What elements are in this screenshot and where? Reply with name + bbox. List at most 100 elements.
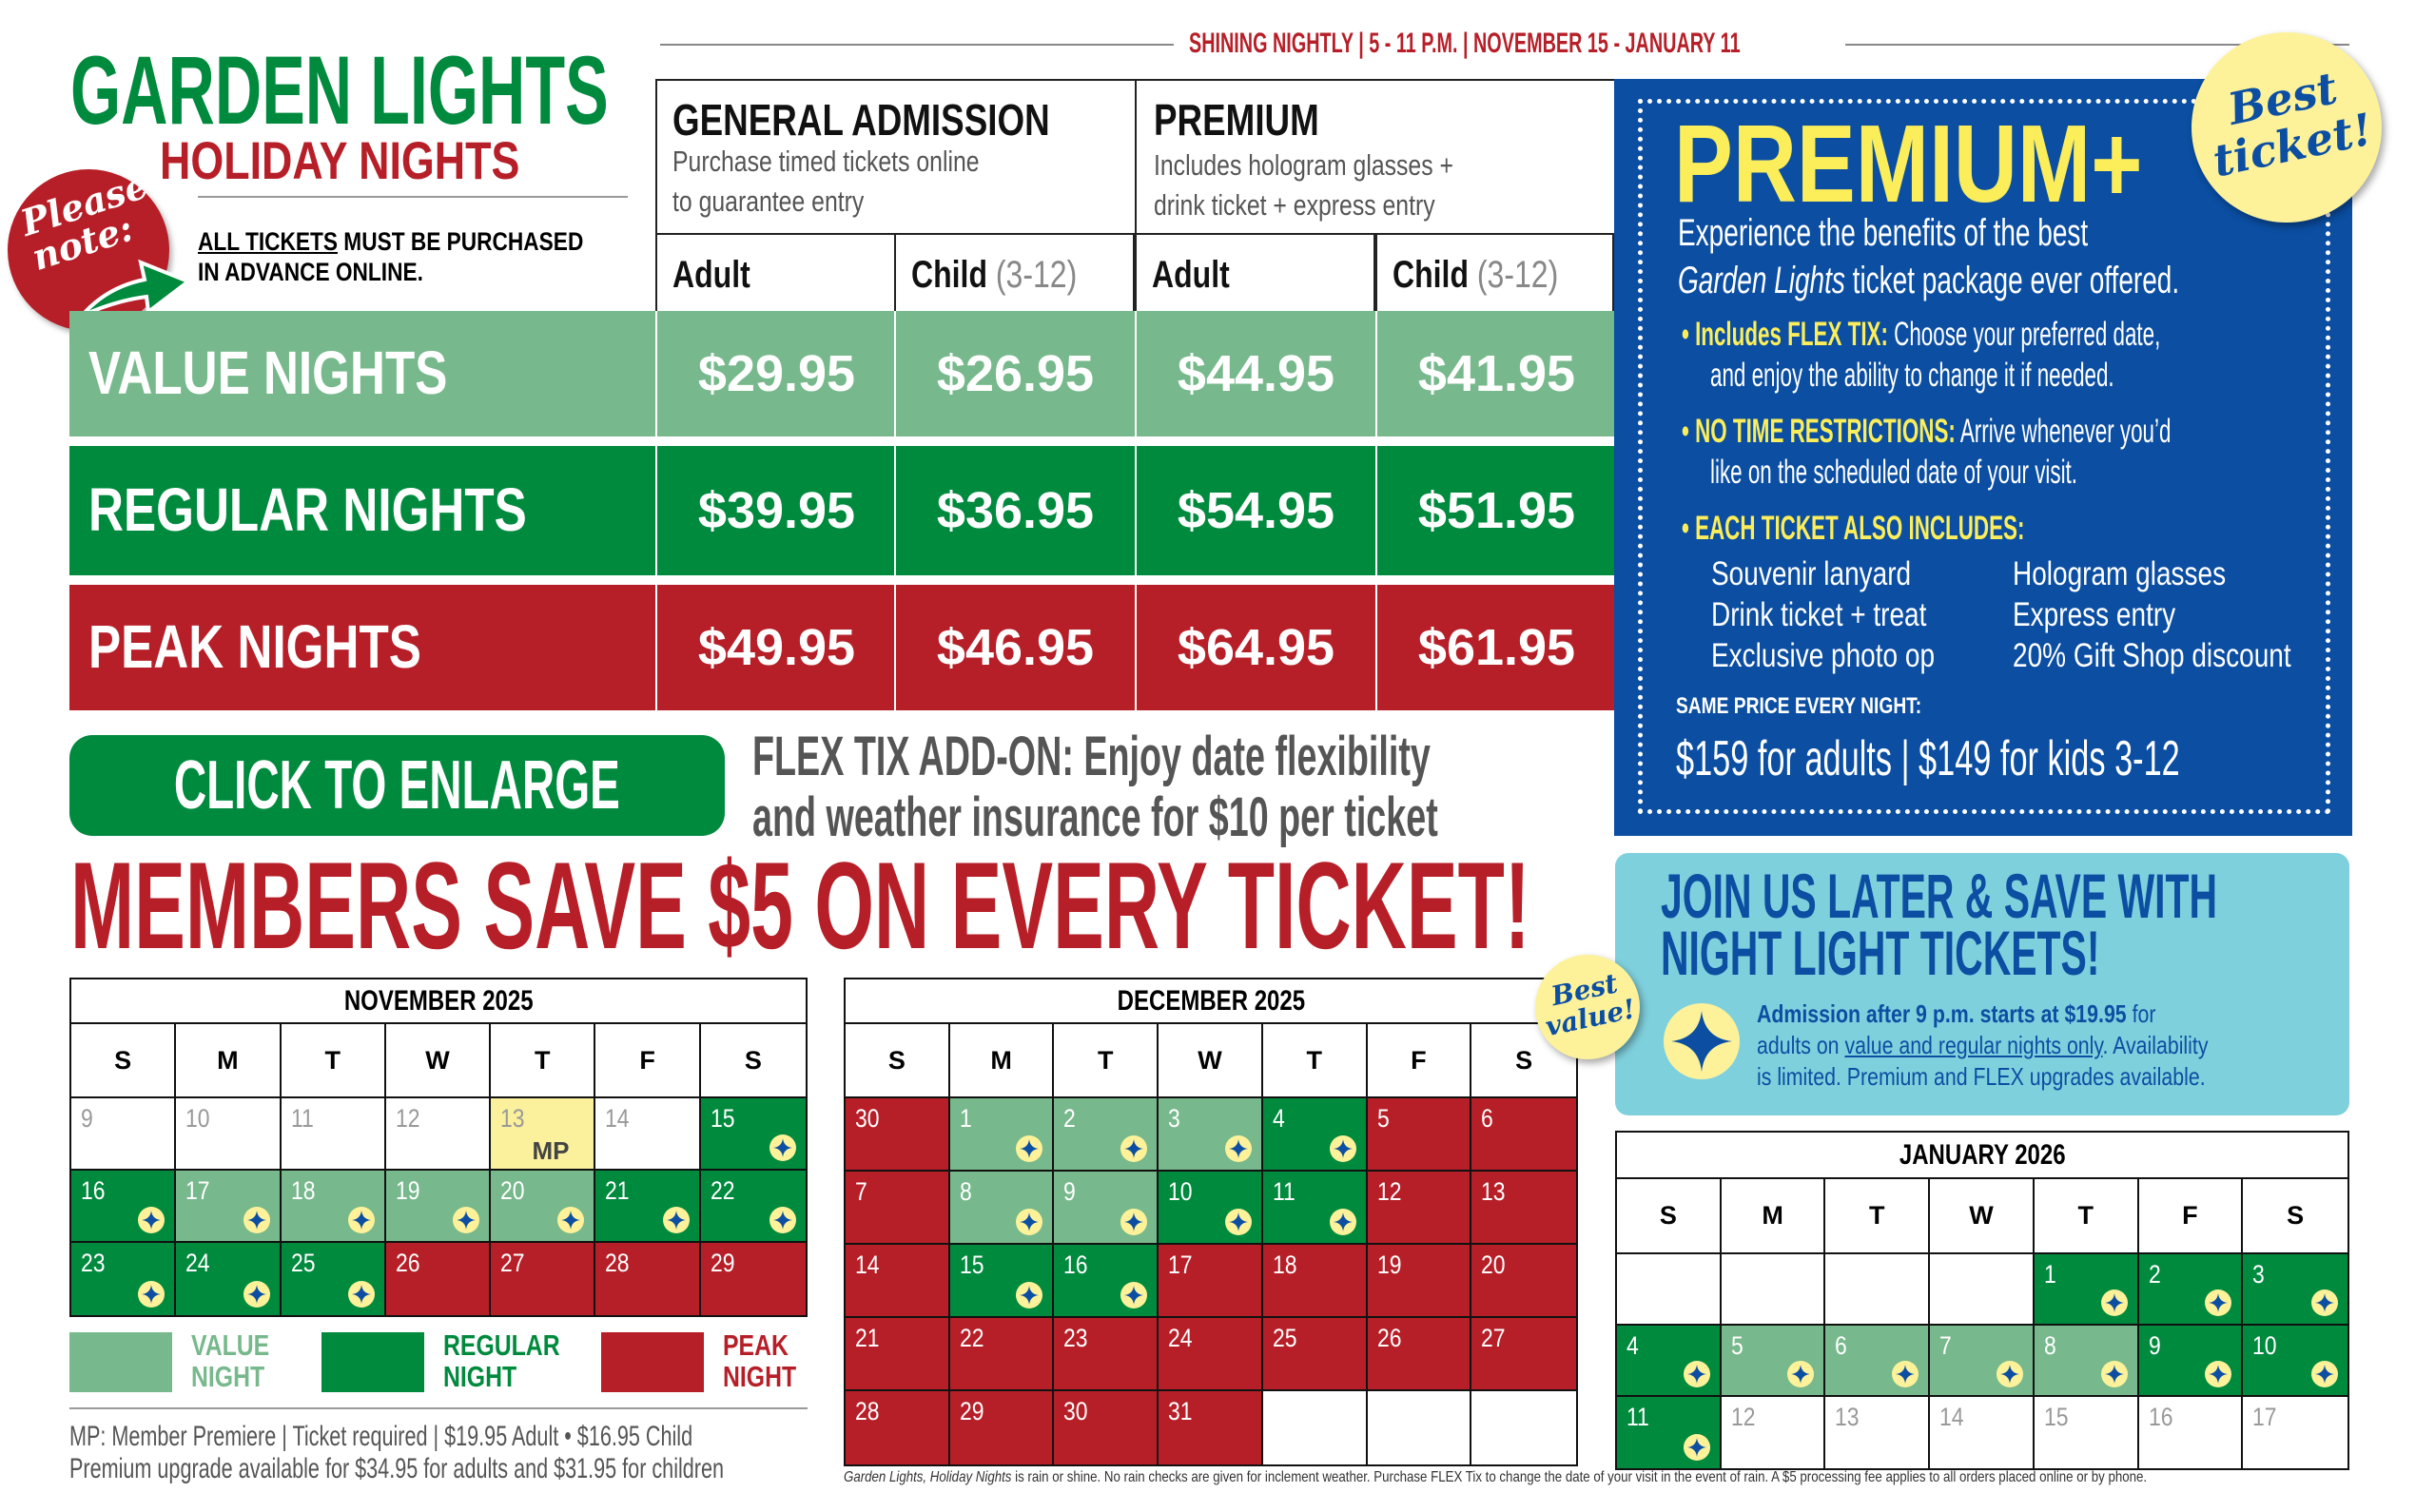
calendar-day[interactable]: 11 bbox=[1262, 1172, 1368, 1245]
calendar-day[interactable]: 12 bbox=[1367, 1172, 1472, 1245]
calendar-day[interactable]: 18 bbox=[1262, 1245, 1368, 1318]
calendar-day[interactable]: 4 bbox=[1617, 1326, 1722, 1397]
calendar-day[interactable]: 24 bbox=[1159, 1318, 1263, 1391]
calendar-day[interactable]: 12 bbox=[385, 1098, 492, 1171]
calendar-day[interactable]: 2 bbox=[2138, 1254, 2244, 1326]
calendar-day[interactable]: 16 bbox=[71, 1171, 177, 1243]
calendar-day[interactable]: 1 bbox=[2034, 1254, 2139, 1326]
calendar-day[interactable]: 22 bbox=[700, 1171, 806, 1243]
row-label: REGULAR NIGHTS bbox=[88, 475, 636, 545]
included-item: Souvenir lanyard bbox=[1711, 555, 1912, 592]
calendar-day[interactable]: 13 bbox=[1471, 1172, 1576, 1245]
calendar-day[interactable]: 6 bbox=[1471, 1098, 1576, 1172]
calendar-day[interactable]: 2 bbox=[1054, 1098, 1159, 1172]
calendar-day[interactable]: 11 bbox=[281, 1098, 386, 1171]
calendar-day[interactable]: 30 bbox=[846, 1098, 950, 1172]
day-number: 16 bbox=[2148, 1403, 2173, 1431]
day-number: 7 bbox=[1939, 1331, 1952, 1360]
day-number: 14 bbox=[605, 1104, 630, 1133]
calendar-day[interactable]: 29 bbox=[949, 1391, 1055, 1464]
calendar-day[interactable]: 19 bbox=[1367, 1245, 1472, 1318]
calendar-day[interactable]: 17 bbox=[2243, 1397, 2347, 1468]
calendar: NOVEMBER 2025 S M T W T F S 9 10 11 12 13 MP 14 15 16 17 1… bbox=[69, 978, 808, 1317]
calendar-day[interactable]: 23 bbox=[71, 1243, 177, 1315]
price-cell: $26.95 bbox=[894, 311, 1135, 436]
calendar-day[interactable]: 21 bbox=[846, 1318, 950, 1391]
calendar-day[interactable]: 9 bbox=[71, 1098, 177, 1171]
day-number: 10 bbox=[1168, 1177, 1193, 1206]
calendar-day[interactable]: 6 bbox=[1825, 1326, 1931, 1397]
calendar-day[interactable]: 13 bbox=[1825, 1397, 1931, 1468]
calendar-day[interactable]: 27 bbox=[491, 1243, 596, 1315]
premium-plus-title: PREMIUM+ bbox=[1674, 102, 2143, 225]
calendar-day[interactable]: 3 bbox=[2243, 1254, 2347, 1326]
price-cell: $49.95 bbox=[655, 585, 896, 710]
weekday-header: S bbox=[1471, 1024, 1576, 1098]
column-header: Child (3-12) bbox=[894, 233, 1135, 313]
calendar-day[interactable]: 23 bbox=[1054, 1318, 1159, 1391]
calendar-day[interactable]: 26 bbox=[385, 1243, 492, 1315]
calendar-day[interactable]: 24 bbox=[176, 1243, 282, 1315]
calendar-day[interactable]: 15 bbox=[2034, 1397, 2139, 1468]
calendar-day[interactable]: 16 bbox=[2138, 1397, 2244, 1468]
calendar-day[interactable]: 28 bbox=[846, 1391, 950, 1464]
calendar-day[interactable]: 30 bbox=[1054, 1391, 1159, 1464]
includes-left: Souvenir lanyard Drink ticket + treat Excl… bbox=[1711, 553, 1991, 676]
calendar-day[interactable]: 21 bbox=[595, 1171, 701, 1243]
day-number: 18 bbox=[1272, 1250, 1297, 1279]
footer-disclaimer: Garden Lights, Holiday Nights is rain or… bbox=[844, 1469, 2148, 1485]
night-light-star-icon bbox=[2100, 1289, 2128, 1316]
click-to-enlarge-button[interactable]: CLICK TO ENLARGE bbox=[69, 735, 725, 836]
night-light-star-icon bbox=[1016, 1282, 1043, 1308]
day-number: 31 bbox=[1168, 1397, 1193, 1425]
calendar-day[interactable]: 14 bbox=[1930, 1397, 2035, 1468]
calendar-day[interactable]: 22 bbox=[949, 1318, 1055, 1391]
calendar-day[interactable]: 18 bbox=[281, 1171, 386, 1243]
calendar-day[interactable]: 29 bbox=[700, 1243, 806, 1315]
weekday-header: S bbox=[1617, 1179, 1722, 1254]
calendar-day[interactable]: 3 bbox=[1159, 1098, 1263, 1172]
calendar-day[interactable]: 14 bbox=[595, 1098, 701, 1171]
weekday-header: T bbox=[491, 1024, 596, 1098]
calendar-day[interactable]: 4 bbox=[1262, 1098, 1368, 1172]
calendar-day[interactable]: 31 bbox=[1159, 1391, 1263, 1464]
calendar-day[interactable]: 20 bbox=[1471, 1245, 1576, 1318]
row-label: VALUE NIGHTS bbox=[88, 338, 537, 408]
calendar-day[interactable]: 25 bbox=[1262, 1318, 1368, 1391]
column-header: Adult bbox=[655, 233, 896, 313]
calendar-day[interactable]: 14 bbox=[846, 1245, 950, 1318]
calendar-day[interactable]: 5 bbox=[1367, 1098, 1472, 1172]
calendar-day[interactable]: 7 bbox=[1930, 1326, 2035, 1397]
calendar-day bbox=[1930, 1254, 2035, 1326]
calendar-day[interactable]: 16 bbox=[1054, 1245, 1159, 1318]
weekday-header: S bbox=[846, 1024, 950, 1098]
calendar-day[interactable]: 19 bbox=[385, 1171, 492, 1243]
calendar-day[interactable]: 10 bbox=[2243, 1326, 2347, 1397]
calendar-day[interactable]: 10 bbox=[1159, 1172, 1263, 1245]
calendar-day[interactable]: 10 bbox=[176, 1098, 282, 1171]
calendar-day[interactable]: 17 bbox=[176, 1171, 282, 1243]
calendar-day[interactable]: 28 bbox=[595, 1243, 701, 1315]
calendar-day[interactable]: 17 bbox=[1159, 1245, 1263, 1318]
calendar-day[interactable]: 15 bbox=[949, 1245, 1055, 1318]
day-number: 13 bbox=[1481, 1177, 1506, 1206]
calendar-day[interactable]: 13 MP bbox=[491, 1098, 596, 1171]
day-number: 6 bbox=[1835, 1331, 1848, 1360]
day-number: 7 bbox=[855, 1177, 867, 1206]
calendar-day[interactable]: 20 bbox=[491, 1171, 596, 1243]
calendar-day[interactable]: 7 bbox=[846, 1172, 950, 1245]
calendar-day[interactable]: 8 bbox=[2034, 1326, 2139, 1397]
calendar-day[interactable]: 11 bbox=[1617, 1397, 1722, 1468]
calendar-day[interactable]: 27 bbox=[1471, 1318, 1576, 1391]
calendar-day[interactable]: 26 bbox=[1367, 1318, 1472, 1391]
calendar: JANUARY 2026 S M T W T F S 1 2 3 4 5 6 7 8 9 10 11 12 13 14 15… bbox=[1615, 1131, 2349, 1470]
night-light-star-icon bbox=[138, 1207, 166, 1233]
calendar-day[interactable]: 25 bbox=[281, 1243, 386, 1315]
calendar-day[interactable]: 9 bbox=[2138, 1326, 2244, 1397]
calendar-day[interactable]: 5 bbox=[1721, 1326, 1826, 1397]
calendar-day[interactable]: 8 bbox=[949, 1172, 1055, 1245]
calendar-day[interactable]: 9 bbox=[1054, 1172, 1159, 1245]
calendar-day[interactable]: 1 bbox=[949, 1098, 1055, 1172]
calendar-day[interactable]: 15 bbox=[700, 1098, 806, 1171]
calendar-day[interactable]: 12 bbox=[1721, 1397, 1826, 1468]
